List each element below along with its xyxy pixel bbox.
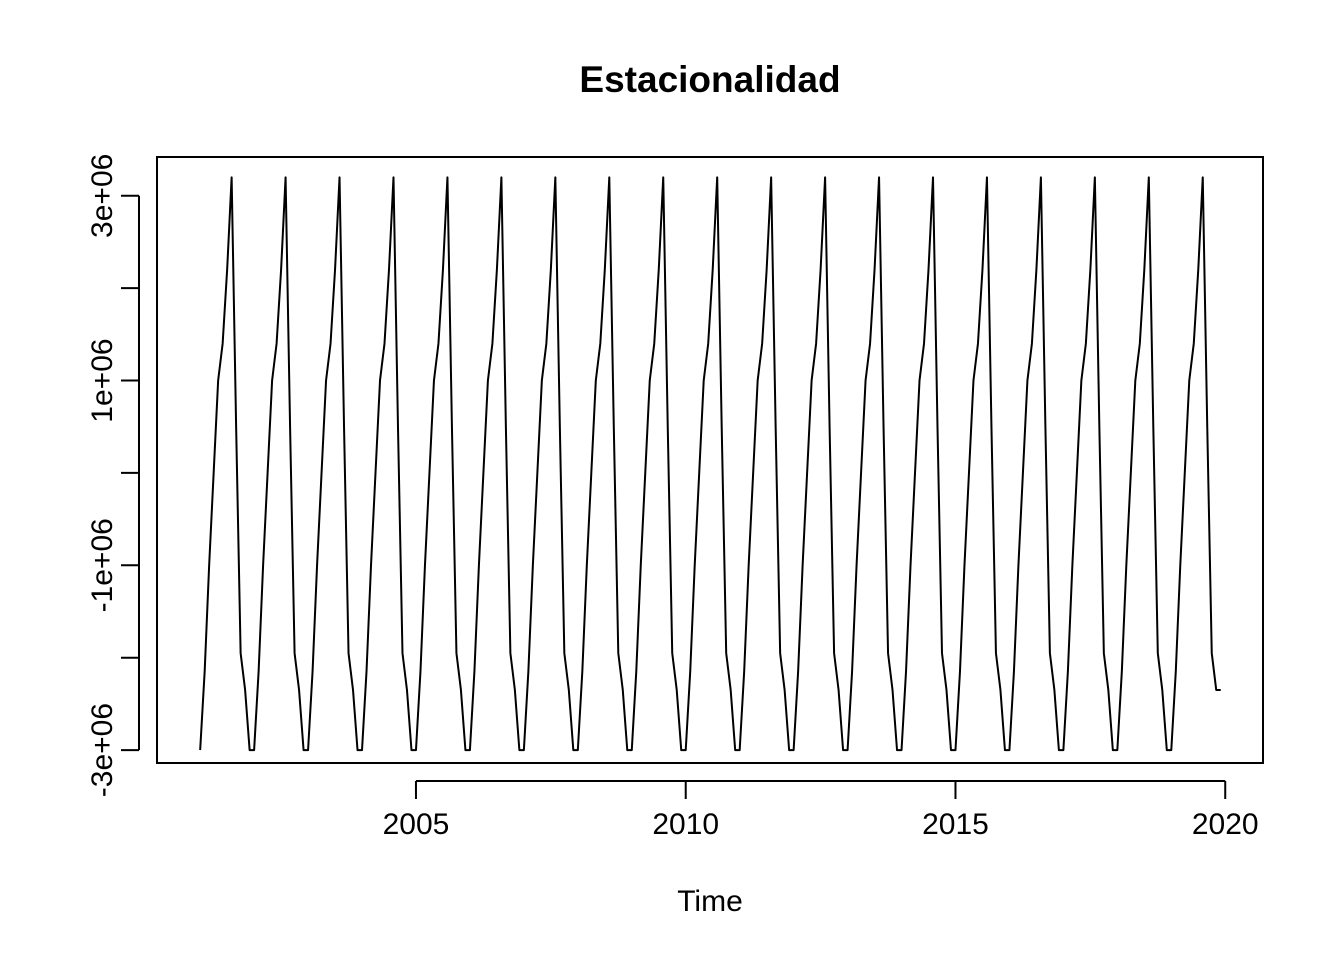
series-layer <box>199 176 1221 752</box>
x-tick-label: 2015 <box>922 808 989 841</box>
y-axis: -3e+06 -1e+06 1e+06 3e+06 <box>86 154 140 797</box>
y-tick-label: -1e+06 <box>86 518 119 612</box>
series-line <box>199 176 1221 752</box>
y-tick-label: 3e+06 <box>86 154 119 238</box>
y-tick-label: 1e+06 <box>86 338 119 422</box>
plot-frame <box>156 156 1264 764</box>
x-tick-label: 2005 <box>383 808 450 841</box>
x-tick-label: 2020 <box>1192 808 1259 841</box>
x-tick-label: 2010 <box>652 808 719 841</box>
x-axis-label: Time <box>677 885 743 918</box>
y-tick-label: -3e+06 <box>86 703 119 797</box>
x-axis: 2005 2010 2015 2020 <box>383 780 1259 841</box>
chart-title: Estacionalidad <box>579 59 840 100</box>
